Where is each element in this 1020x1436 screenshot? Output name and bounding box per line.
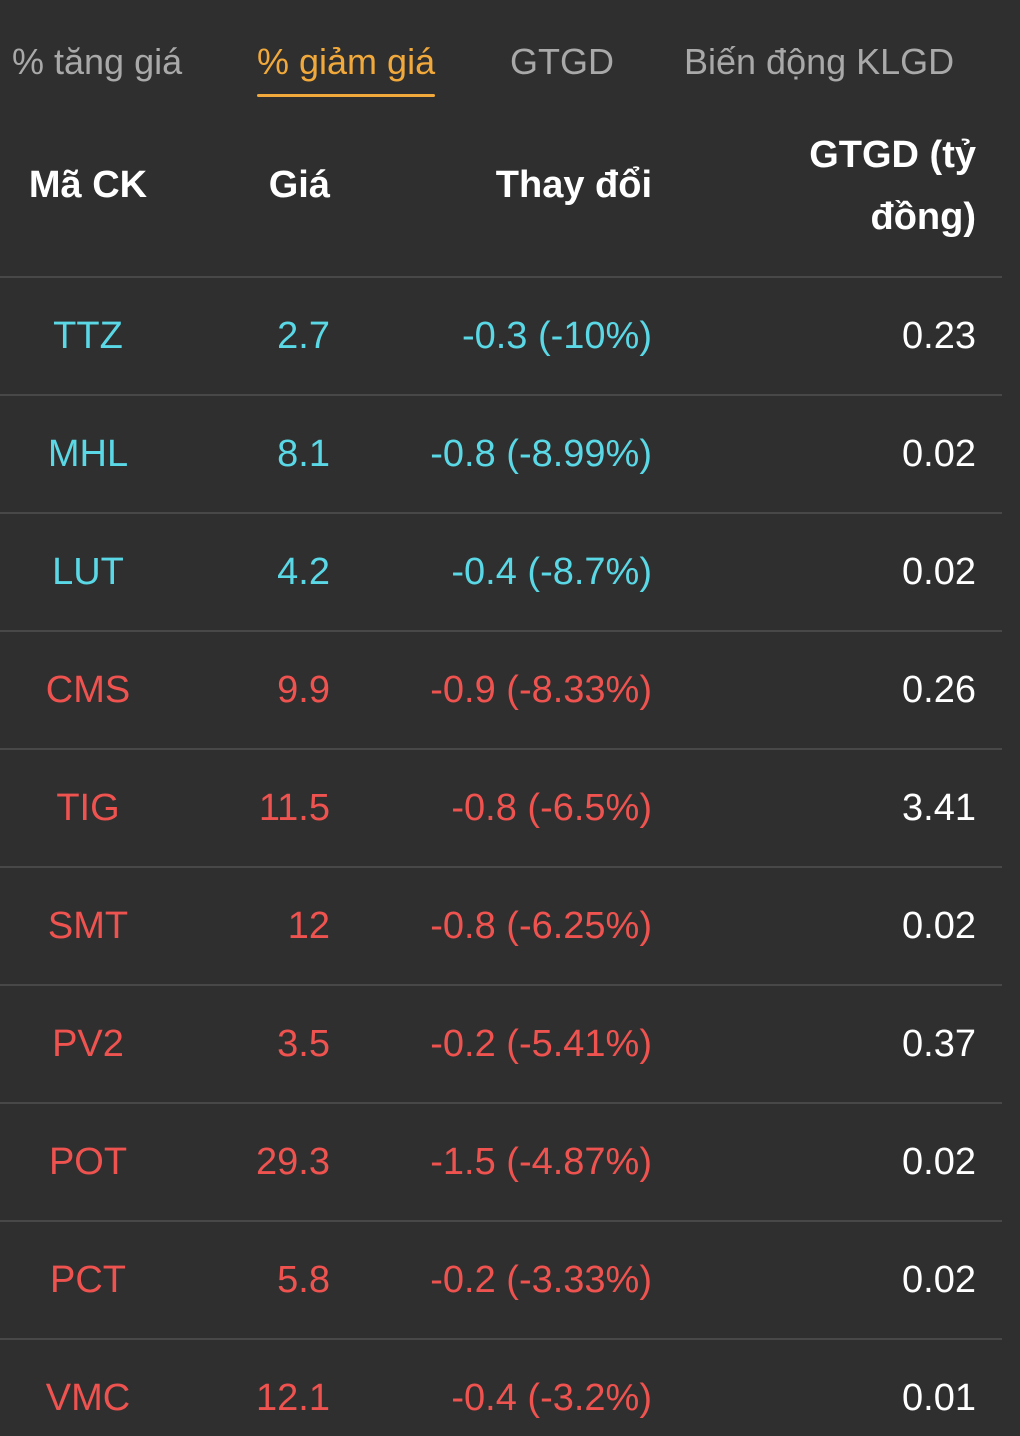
stock-trading-value: 0.02 — [902, 551, 976, 593]
stock-price: 3.5 — [277, 1023, 330, 1065]
table-row[interactable]: TIG 11.5 -0.8 (-6.5%) 3.41 — [0, 750, 1002, 868]
table-header: Mã CK Giá Thay đổi GTGD (tỷ đồng) — [0, 110, 1002, 278]
stock-change: -0.3 (-10%) — [461, 315, 652, 357]
stock-code[interactable]: PV2 — [52, 1023, 124, 1065]
stock-price: 4.2 — [277, 551, 330, 593]
stock-trading-value: 0.01 — [902, 1377, 976, 1419]
stock-price: 8.1 — [277, 433, 330, 475]
stock-code[interactable]: SMT — [47, 905, 129, 947]
header-code[interactable]: Mã CK — [28, 164, 148, 206]
stock-code[interactable]: POT — [48, 1141, 128, 1183]
stock-trading-value: 0.02 — [902, 1259, 976, 1301]
stock-trading-value: 3.41 — [902, 787, 976, 829]
stock-change: -0.2 (-3.33%) — [430, 1259, 652, 1301]
table-row[interactable]: CMS 9.9 -0.9 (-8.33%) 0.26 — [0, 632, 1002, 750]
stock-change: -0.8 (-6.25%) — [430, 905, 652, 947]
stock-trading-value: 0.26 — [902, 669, 976, 711]
stock-code[interactable]: TTZ — [53, 315, 123, 357]
stock-code[interactable]: CMS — [45, 669, 131, 711]
tab-top-losers-label: % giảm giá — [257, 41, 436, 82]
stock-price: 2.7 — [277, 315, 330, 357]
table-row[interactable]: PV2 3.5 -0.2 (-5.41%) 0.37 — [0, 986, 1002, 1104]
table-row[interactable]: MHL 8.1 -0.8 (-8.99%) 0.02 — [0, 396, 1002, 514]
table-row[interactable]: TTZ 2.7 -0.3 (-10%) 0.23 — [0, 278, 1002, 396]
stock-trading-value: 0.02 — [902, 1141, 976, 1183]
table-row[interactable]: POT 29.3 -1.5 (-4.87%) 0.02 — [0, 1104, 1002, 1222]
stock-code[interactable]: LUT — [52, 551, 124, 593]
stock-change: -0.4 (-8.7%) — [451, 551, 652, 593]
stock-code[interactable]: PCT — [50, 1259, 126, 1301]
stock-code[interactable]: VMC — [45, 1377, 131, 1419]
stock-code[interactable]: TIG — [56, 787, 120, 829]
stock-list: TTZ 2.7 -0.3 (-10%) 0.23 MHL 8.1 -0.8 (-8.99%)… — [0, 278, 1002, 1436]
header-price[interactable]: Giá — [268, 164, 330, 206]
tab-volume-change[interactable]: Biến động KLGD — [684, 41, 955, 82]
table-row[interactable]: VMC 12.1 -0.4 (-3.2%) 0.01 — [0, 1340, 1002, 1436]
stock-change: -0.8 (-8.99%) — [430, 433, 652, 475]
header-trading-value[interactable]: GTGD (tỷ đồng) — [809, 134, 976, 238]
stock-trading-value: 0.02 — [902, 905, 976, 947]
header-change[interactable]: Thay đổi — [495, 164, 652, 206]
tab-top-gainers[interactable]: % tăng giá — [12, 41, 183, 82]
stock-price: 9.9 — [277, 669, 330, 711]
tab-top-losers[interactable]: % giảm giá — [257, 40, 436, 97]
stock-price: 11.5 — [258, 787, 330, 829]
tab-bar: % tăng giá % giảm giá GTGD Biến động KLG… — [0, 0, 1020, 110]
stock-trading-value: 0.37 — [902, 1023, 976, 1065]
tab-trading-value[interactable]: GTGD — [510, 41, 614, 82]
active-tab-indicator — [257, 94, 436, 97]
stock-trading-value: 0.23 — [902, 315, 976, 357]
stock-trading-value: 0.02 — [902, 433, 976, 475]
table-row[interactable]: LUT 4.2 -0.4 (-8.7%) 0.02 — [0, 514, 1002, 632]
table-row[interactable]: SMT 12 -0.8 (-6.25%) 0.02 — [0, 868, 1002, 986]
stock-change: -1.5 (-4.87%) — [430, 1141, 652, 1183]
stock-change: -0.2 (-5.41%) — [430, 1023, 652, 1065]
stock-change: -0.8 (-6.5%) — [451, 787, 652, 829]
stock-price: 29.3 — [256, 1141, 330, 1183]
stock-price: 12 — [287, 905, 330, 947]
stock-change: -0.9 (-8.33%) — [430, 669, 652, 711]
stock-price: 12.1 — [256, 1377, 330, 1419]
table-row[interactable]: PCT 5.8 -0.2 (-3.33%) 0.02 — [0, 1222, 1002, 1340]
stock-code[interactable]: MHL — [47, 433, 129, 475]
stock-change: -0.4 (-3.2%) — [451, 1377, 652, 1419]
stock-price: 5.8 — [277, 1259, 330, 1301]
